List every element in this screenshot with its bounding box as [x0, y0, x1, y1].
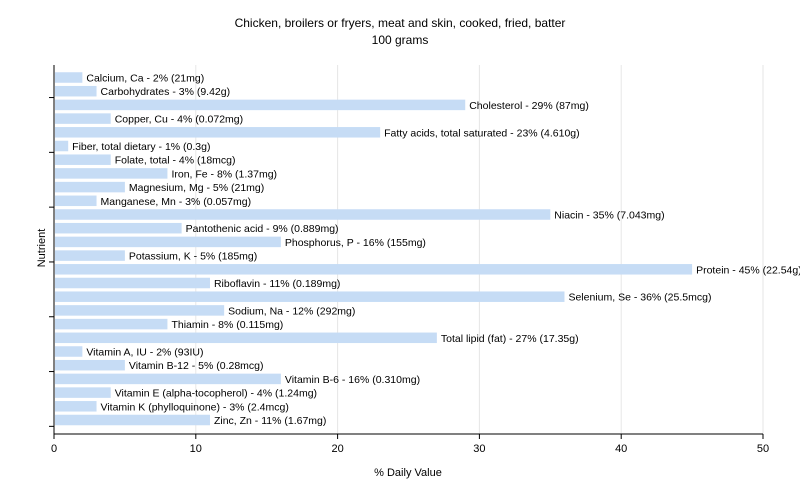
bar-value-label: Cholesterol - 29% (87mg) — [469, 100, 589, 112]
bar — [55, 291, 565, 302]
bar-value-label: Vitamin B-12 - 5% (0.28mcg) — [129, 360, 264, 372]
bar-value-label: Vitamin A, IU - 2% (93IU) — [86, 347, 203, 359]
bar-value-label: Vitamin B-6 - 16% (0.310mg) — [285, 374, 420, 386]
bar-value-label: Folate, total - 4% (18mcg) — [115, 155, 236, 167]
bar — [55, 250, 125, 261]
bar-value-label: Magnesium, Mg - 5% (21mg) — [129, 182, 264, 194]
bar — [55, 401, 97, 412]
x-tick-label: 40 — [615, 443, 627, 455]
bar — [55, 140, 69, 152]
bar-value-label: Vitamin K (phylloquinone) - 3% (2.4mcg) — [101, 401, 289, 413]
bar — [55, 72, 83, 83]
bar-value-label: Fatty acids, total saturated - 23% (4.61… — [384, 127, 580, 139]
bar — [55, 332, 437, 344]
x-axis-label: % Daily Value — [374, 467, 442, 479]
bar — [55, 195, 97, 207]
bar — [55, 346, 83, 357]
bar-labels: Calcium, Ca - 2% (21mg)Carbohydrates - 3… — [72, 73, 800, 428]
bar — [55, 222, 182, 234]
gridlines — [195, 65, 764, 434]
bar-value-label: Fiber, total dietary - 1% (0.3g) — [72, 141, 210, 153]
bar — [55, 359, 125, 371]
bar-value-label: Potassium, K - 5% (185mg) — [129, 251, 257, 263]
bar — [55, 168, 168, 179]
y-axis-label: Nutrient — [36, 229, 48, 268]
x-tick-label: 10 — [190, 443, 202, 455]
bar-value-label: Niacin - 35% (7.043mg) — [554, 210, 664, 222]
x-tick-label: 0 — [51, 443, 57, 455]
bar-value-label: Sodium, Na - 12% (292mg) — [228, 305, 355, 317]
bar-value-label: Vitamin E (alpha-tocopherol) - 4% (1.24m… — [115, 388, 317, 400]
bar-value-label: Copper, Cu - 4% (0.072mg) — [115, 114, 243, 126]
axes: 0 10 20 30 40 50 — [49, 65, 769, 455]
chart-title: Chicken, broilers or fryers, meat and sk… — [235, 16, 566, 30]
bar — [55, 236, 281, 248]
bar — [55, 85, 97, 97]
bar — [55, 414, 210, 426]
bar-value-label: Selenium, Se - 36% (25.5mcg) — [568, 292, 711, 304]
x-tick-label: 30 — [473, 443, 485, 455]
bar-value-label: Total lipid (fat) - 27% (17.35g) — [441, 333, 579, 345]
chart-subtitle: 100 grams — [372, 33, 429, 47]
bar — [55, 264, 693, 275]
bar-value-label: Manganese, Mn - 3% (0.057mg) — [101, 196, 252, 208]
bar-value-label: Zinc, Zn - 11% (1.67mg) — [214, 415, 326, 427]
bar — [55, 127, 381, 138]
bar-value-label: Thiamin - 8% (0.115mg) — [171, 319, 283, 331]
bar — [55, 154, 111, 165]
bar-value-label: Pantothenic acid - 9% (0.889mg) — [186, 223, 339, 235]
bar — [55, 99, 466, 111]
x-tick-label: 50 — [757, 443, 769, 455]
bar-value-label: Calcium, Ca - 2% (21mg) — [86, 73, 204, 85]
bars — [55, 72, 693, 426]
bar — [55, 318, 168, 330]
x-tick-label: 20 — [331, 443, 343, 455]
bar — [55, 387, 111, 398]
bar — [55, 373, 281, 385]
bar — [55, 277, 210, 289]
bar — [55, 305, 225, 316]
bar — [55, 209, 551, 220]
bar-value-label: Phosphorus, P - 16% (155mg) — [285, 237, 426, 249]
bar — [55, 181, 125, 193]
bar-value-label: Riboflavin - 11% (0.189mg) — [214, 278, 340, 290]
bar — [55, 113, 111, 124]
bar-value-label: Iron, Fe - 8% (1.37mg) — [171, 168, 277, 180]
bar-value-label: Protein - 45% (22.54g) — [696, 264, 800, 276]
bar-value-label: Carbohydrates - 3% (9.42g) — [101, 86, 231, 98]
